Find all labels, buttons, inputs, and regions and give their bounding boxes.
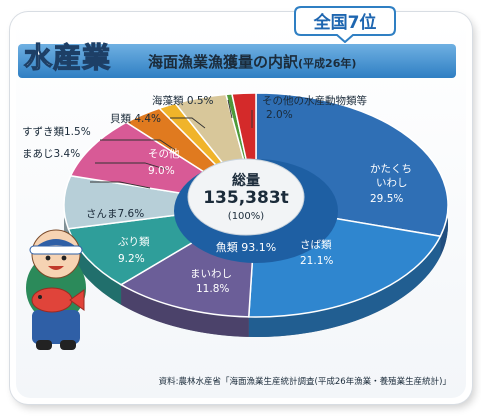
leader-line-2: [90, 181, 151, 189]
leader-line-0: [100, 139, 176, 151]
source-note: 資料:農林水産省「海面漁業生産統計調査(平成26年漁業・養殖業生産統計)」: [158, 377, 451, 387]
page-title: 水産業: [23, 40, 112, 74]
fish-share-label: 魚類 93.1%: [216, 241, 276, 254]
subtitle-year: (平成26年): [298, 57, 357, 70]
chart-subtitle: 海面漁業漁獲量の内訳(平成26年): [148, 51, 356, 72]
rank-badge: [294, 6, 396, 43]
label-sonota-pct: 9.0%: [148, 165, 175, 177]
leader-line-4: [227, 99, 233, 119]
leader-lines: [90, 99, 253, 189]
fisherman-mascot: [26, 229, 86, 350]
red-fish-icon: [31, 287, 85, 313]
center-disc: [174, 158, 338, 263]
label-buri-pct: 9.2%: [118, 253, 145, 265]
leader-line-1: [95, 162, 169, 171]
total-value: 135,383t: [203, 188, 289, 208]
label-katakuchi-line2: いわし: [376, 177, 408, 189]
label-sonota: その他: [148, 147, 180, 160]
label-saba-pct: 21.1%: [300, 255, 333, 267]
label-katakuchi-pct: 29.5%: [370, 193, 403, 205]
label-maiwashi: まいわし: [190, 268, 232, 280]
title-bar: [18, 44, 456, 78]
slice-side-maiwashi: [121, 284, 249, 337]
slice-side-saba: [248, 236, 441, 337]
rank-badge-text: 全国7位: [313, 13, 377, 33]
label-others: その他の水産動物類等: [262, 94, 367, 107]
label-maiwashi-pct: 11.8%: [196, 283, 229, 295]
total-percent: (100%): [228, 211, 264, 222]
label-kai: 貝類 4.4%: [110, 113, 161, 125]
leader-line-3: [170, 117, 206, 129]
label-others-pct: 2.0%: [266, 109, 293, 121]
subtitle-text: 海面漁業漁獲量の内訳: [148, 53, 299, 71]
label-suzuki: すずき類1.5%: [22, 126, 91, 138]
label-katakuchi-line1: かたくち: [370, 163, 412, 175]
label-saba: さば類: [300, 239, 332, 251]
label-maaji: まあじ3.4%: [22, 148, 80, 160]
total-label: 総量: [232, 172, 260, 189]
center-total-disc: [187, 158, 305, 236]
label-buri: ぶり類: [118, 236, 150, 248]
label-sanma: さんま7.6%: [86, 208, 144, 220]
label-kaiso: 海藻類 0.5%: [152, 94, 214, 107]
